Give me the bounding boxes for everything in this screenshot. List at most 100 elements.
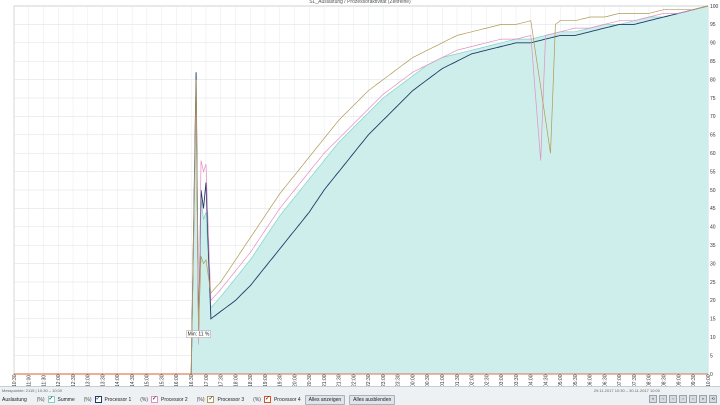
x-tick-label: 22:00 bbox=[351, 374, 357, 386]
nav-button[interactable]: « bbox=[649, 395, 657, 403]
x-tick-label: 15:00 bbox=[145, 374, 151, 386]
legend-unit: (%) bbox=[140, 396, 149, 403]
footer-bar: Messpunkte: 2115 | 10:30 – 10:00 29.11.2… bbox=[0, 386, 720, 405]
x-tick-label: 04:30 bbox=[543, 374, 549, 386]
x-tick-label: 01:30 bbox=[455, 374, 461, 386]
legend-checkbox[interactable] bbox=[94, 395, 102, 403]
x-tick-label: 23:30 bbox=[396, 374, 402, 386]
x-tick-label: 12:00 bbox=[56, 374, 62, 386]
x-tick-label: 11:30 bbox=[41, 375, 47, 386]
x-tick-label: 17:00 bbox=[204, 374, 210, 386]
y-tick-label: 60 bbox=[710, 151, 716, 157]
nav-button[interactable]: ‹ bbox=[669, 395, 677, 403]
y-tick-label: 30 bbox=[710, 261, 716, 267]
legend-label: Processor 4 bbox=[273, 396, 301, 403]
y-tick-label: 100 bbox=[710, 4, 719, 10]
x-tick-label: 22:30 bbox=[366, 374, 372, 386]
legend-label: Processor 2 bbox=[161, 396, 188, 403]
x-tick-label: 08:30 bbox=[662, 374, 668, 386]
y-tick-label: 65 bbox=[710, 133, 716, 139]
legend-items: (%) Summe (%) Processor 1 (%) Processor 2 (%) P… bbox=[31, 395, 301, 403]
legend-unit: (%) bbox=[196, 396, 205, 403]
x-tick-label: 20:00 bbox=[292, 374, 298, 386]
legend-unit: (%) bbox=[83, 396, 92, 403]
y-tick-label: 85 bbox=[710, 59, 716, 65]
y-tick-label: 35 bbox=[710, 243, 716, 249]
y-tick-label: 50 bbox=[710, 188, 716, 194]
y-tick-label: 70 bbox=[710, 114, 716, 120]
nav-button[interactable]: › bbox=[689, 395, 697, 403]
legend-checkbox[interactable] bbox=[47, 395, 55, 403]
x-tick-label: 07:00 bbox=[617, 374, 623, 386]
x-tick-label: 03:30 bbox=[514, 374, 520, 386]
y-tick-label: 40 bbox=[710, 225, 716, 231]
x-tick-label: 00:30 bbox=[425, 374, 431, 386]
x-tick-label: 23:00 bbox=[381, 374, 387, 386]
x-tick-label: 05:30 bbox=[573, 374, 579, 386]
min-annotation: Min: 11 % bbox=[188, 332, 210, 338]
hide-all-button[interactable]: Alles ausblenden bbox=[349, 394, 396, 405]
legend-unit: (%) bbox=[36, 396, 45, 403]
series-area-0 bbox=[14, 6, 708, 374]
y-tick-label: 75 bbox=[710, 96, 716, 102]
y-tick-label: 80 bbox=[710, 77, 716, 83]
x-tick-label: 18:30 bbox=[248, 374, 254, 386]
x-tick-label: 15:30 bbox=[159, 374, 165, 386]
nav-controls: «‹ ‹ › ›» ⟲ bbox=[649, 395, 717, 403]
legend-checkbox[interactable] bbox=[151, 395, 159, 403]
legend-row: Auslastung (%) Summe (%) Processor 1 (%) Proc… bbox=[2, 394, 396, 405]
y-tick-label: 95 bbox=[710, 22, 716, 28]
status-right: 29.11.2017 10:30 – 30.11.2017 10:00 bbox=[593, 388, 660, 393]
y-tick-label: 10 bbox=[710, 335, 716, 341]
utilization-chart: 0 5 10 15 20 25 30 35 40 45 50 55 60 65 70 75 80 85 90 95 10… bbox=[12, 4, 719, 386]
legend-unit: (%) bbox=[253, 396, 261, 403]
x-tick-label: 14:30 bbox=[130, 374, 136, 386]
x-tick-label: 17:30 bbox=[219, 374, 225, 386]
x-tick-label: 13:00 bbox=[86, 374, 92, 386]
x-tick-label: 19:30 bbox=[278, 374, 284, 386]
x-tick-label: 21:00 bbox=[322, 374, 328, 386]
x-tick-label: 16:00 bbox=[174, 374, 180, 386]
x-tick-label: 09:00 bbox=[676, 374, 682, 386]
x-tick-label: 03:00 bbox=[499, 374, 505, 386]
status-left: Messpunkte: 2115 | 10:30 – 10:00 bbox=[2, 388, 63, 393]
x-tick-label: 10:30 bbox=[12, 374, 18, 386]
y-tick-label: 5 bbox=[710, 353, 713, 359]
x-tick-label: 04:00 bbox=[529, 374, 535, 386]
y-tick-label: 45 bbox=[710, 206, 716, 212]
x-tick-label: 09:30 bbox=[691, 374, 697, 386]
nav-button[interactable]: › bbox=[679, 395, 687, 403]
legend-checkbox[interactable] bbox=[207, 395, 215, 403]
legend-label: Processor 1 bbox=[104, 396, 132, 403]
x-tick-label: 10:00 bbox=[706, 374, 712, 386]
legend-label: Summe bbox=[57, 396, 75, 403]
legend-checkbox[interactable] bbox=[263, 395, 271, 403]
show-all-button[interactable]: Alles anzeigen bbox=[304, 394, 346, 405]
x-tick-label: 05:00 bbox=[558, 374, 564, 386]
x-tick-label: 08:00 bbox=[647, 374, 653, 386]
x-tick-label: 19:00 bbox=[263, 374, 269, 386]
x-tick-label: 21:30 bbox=[337, 374, 343, 386]
y-tick-label: 25 bbox=[710, 280, 716, 286]
x-tick-label: 11:00 bbox=[27, 375, 33, 386]
legend-label: Processor 3 bbox=[217, 396, 245, 403]
y-tick-label: 55 bbox=[710, 169, 716, 175]
chart-title: SL_Auslastung / Prozessoraktivität (Zeit… bbox=[309, 0, 411, 5]
y-tick-label: 15 bbox=[710, 317, 716, 323]
x-tick-label: 18:00 bbox=[233, 374, 239, 386]
x-tick-label: 02:00 bbox=[470, 374, 476, 386]
x-tick-label: 16:30 bbox=[189, 374, 195, 386]
nav-button[interactable]: » bbox=[699, 395, 707, 403]
min-annotation-box bbox=[186, 330, 211, 338]
x-tick-label: 20:30 bbox=[307, 374, 313, 386]
x-tick-label: 13:30 bbox=[100, 374, 106, 386]
y-tick-label: 20 bbox=[710, 298, 716, 304]
x-tick-label: 06:30 bbox=[602, 374, 608, 386]
x-tick-label: 02:30 bbox=[484, 374, 490, 386]
legend-title: Auslastung bbox=[2, 396, 27, 403]
nav-button[interactable]: ‹ bbox=[659, 395, 667, 403]
x-tick-label: 01:00 bbox=[440, 374, 446, 386]
x-tick-label: 00:00 bbox=[410, 374, 416, 386]
nav-button[interactable]: ⟲ bbox=[709, 395, 717, 403]
x-tick-label: 12:30 bbox=[71, 374, 77, 386]
